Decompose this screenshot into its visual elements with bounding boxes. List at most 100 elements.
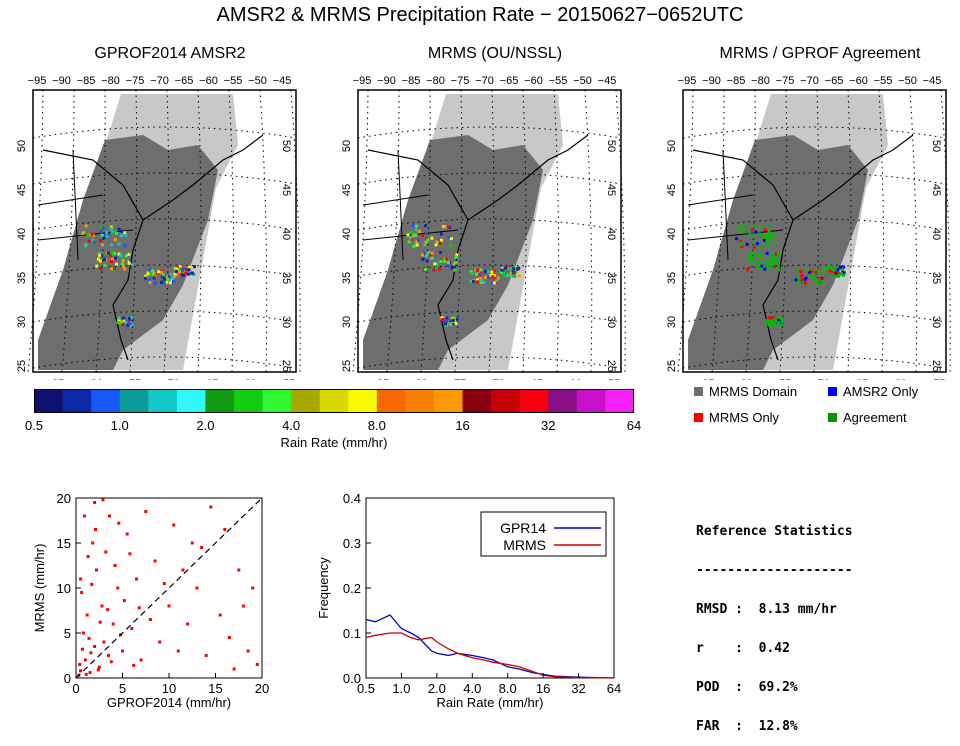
x-tick-label: 5: [119, 681, 126, 696]
scatter-point: [78, 663, 82, 666]
scatter-point: [89, 651, 93, 655]
x-tick-label: 2.0: [428, 681, 446, 696]
scatter-point: [81, 631, 85, 635]
stats-rmsd: RMSD : 8.13 mm/hr: [696, 602, 837, 617]
rain-pixel: [146, 272, 150, 276]
rain-pixel: [120, 262, 124, 266]
rain-pixel: [746, 268, 750, 272]
parallel-line: [682, 356, 947, 369]
x-tick-label: 20: [255, 681, 269, 696]
x-tick-label: 32: [571, 681, 585, 696]
rain-pixel: [503, 274, 507, 278]
rain-pixel: [421, 253, 425, 257]
rain-pixel: [430, 236, 434, 240]
rain-pixel: [780, 319, 784, 323]
rain-pixel: [421, 257, 425, 261]
right-lat-label: 30: [930, 316, 942, 328]
rain-pixel: [414, 233, 418, 237]
rain-pixel: [148, 268, 152, 271]
rain-pixel: [105, 231, 109, 235]
rain-pixel: [767, 230, 771, 234]
rain-pixel: [117, 242, 121, 246]
rain-pixel: [127, 317, 131, 321]
rain-pixel: [101, 243, 105, 247]
right-lat-label: 30: [280, 316, 292, 328]
rain-pixel: [98, 252, 101, 256]
rain-pixel: [767, 244, 770, 248]
rain-pixel: [129, 260, 133, 264]
rain-pixel: [803, 281, 807, 285]
scatter-point: [117, 521, 121, 525]
rain-pixel: [798, 280, 802, 284]
coastline: [792, 134, 914, 221]
scatter-point: [251, 586, 255, 590]
scatter-point: [190, 541, 194, 545]
scatter-point: [158, 640, 162, 644]
rain-pixel: [409, 231, 413, 235]
rain-pixel: [740, 225, 744, 229]
rain-pixel: [482, 280, 486, 284]
rain-pixel: [430, 251, 434, 255]
scatter-points: [77, 498, 259, 677]
rain-pixel: [180, 273, 184, 277]
right-lat-label: 30: [605, 316, 617, 328]
colorbar-tick-label: 0.5: [24, 418, 44, 433]
rain-pixel: [449, 244, 453, 248]
panel-title-gprof: GPROF2014 AMSR2: [94, 45, 246, 62]
top-lon-label: −85: [727, 75, 746, 87]
legend-label: MRMS Domain: [709, 384, 798, 399]
rain-pixel: [813, 278, 817, 282]
rain-pixel: [187, 268, 191, 272]
rain-pixel: [152, 271, 156, 275]
left-lat-label: 35: [16, 272, 28, 284]
rain-pixel: [800, 277, 804, 281]
rain-pixel: [772, 234, 776, 238]
rain-pixel: [745, 242, 749, 246]
rain-pixel: [162, 281, 166, 285]
top-lon-label: −95: [353, 75, 372, 87]
rain-pixel: [190, 271, 194, 275]
rain-pixel: [511, 274, 515, 278]
rain-pixel: [117, 316, 121, 320]
scatter-point: [176, 649, 180, 653]
rain-pixel: [163, 277, 167, 281]
rain-pixel: [449, 323, 453, 327]
rain-pixel: [756, 260, 760, 264]
scatter-point: [241, 604, 245, 608]
rain-pixel: [759, 243, 763, 247]
colorbar-segment: [119, 389, 149, 413]
left-lat-label: 30: [341, 316, 353, 328]
colorbar-tick-label: 4.0: [282, 418, 301, 433]
rain-pixel: [123, 321, 126, 325]
rain-pixel: [178, 267, 181, 271]
mrms-domain-area: [38, 135, 218, 370]
rain-pixel: [87, 239, 91, 243]
rain-pixel: [123, 244, 127, 248]
rain-pixel: [753, 224, 757, 228]
y-tick-label: 0.1: [343, 626, 361, 641]
bottom-lon-label: −65: [850, 378, 869, 380]
rain-pixel: [165, 280, 169, 284]
rain-pixel: [109, 227, 113, 230]
scatter-point: [135, 577, 138, 581]
rain-pixel: [513, 274, 517, 278]
scatter-point: [125, 532, 129, 536]
rain-pixel: [748, 232, 752, 236]
rain-pixel: [504, 266, 508, 270]
rain-pixel: [805, 281, 809, 285]
rain-pixel: [512, 271, 516, 275]
rain-pixel: [833, 271, 837, 275]
rain-pixel: [164, 275, 168, 279]
rain-pixel: [760, 225, 764, 228]
rain-pixel: [99, 230, 103, 234]
rain-pixel: [117, 227, 121, 231]
scatter-point: [93, 501, 97, 504]
bottom-lon-label: −60: [888, 378, 907, 380]
legend-swatch: [694, 413, 703, 422]
rain-pixel: [105, 234, 109, 238]
rain-pixel: [455, 253, 459, 257]
rain-pixel: [775, 258, 779, 262]
rain-pixel: [765, 239, 769, 243]
rain-pixel: [449, 237, 453, 241]
